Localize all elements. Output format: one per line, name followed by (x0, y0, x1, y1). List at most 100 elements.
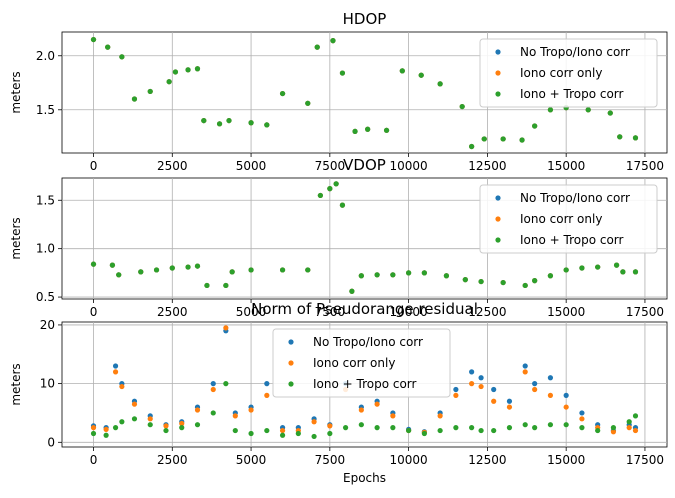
vdop-ticks: 0 2500 5000 7500 10000 12500 15000 17500 0.5 1.0 1… (36, 193, 664, 319)
residual-point-1 (579, 416, 585, 422)
residual-point-1 (374, 401, 380, 407)
residual-point-0 (579, 410, 585, 416)
hdop-x-tick-label: 15000 (547, 159, 585, 173)
vdop-point-2 (109, 262, 116, 268)
hdop-x-tick-label: 2500 (157, 159, 188, 173)
residual-point-1 (478, 383, 484, 390)
residual-point-1 (223, 325, 229, 331)
hdop-point-2 (339, 70, 346, 76)
vdop-point-2 (169, 265, 175, 271)
residual-point-1 (90, 425, 97, 431)
residual-legend-label-0: No Tropo/Iono corr (313, 335, 423, 349)
residual-point-2 (626, 419, 632, 425)
vdop-point-2 (116, 272, 122, 278)
hdop-point-2 (607, 110, 613, 116)
residual-point-1 (194, 407, 201, 413)
hdop-points (90, 36, 639, 150)
hdop-x-tick-label: 0 (90, 159, 98, 173)
residual-x-axis-label: Epochs (343, 471, 386, 485)
vdop-legend-marker-0 (495, 195, 501, 201)
hdop-x-tick-label: 12500 (468, 159, 506, 173)
hdop-point-2 (216, 121, 223, 127)
residual-point-1 (179, 420, 185, 427)
hdop-y-tick-label: 2.0 (36, 49, 55, 63)
vdop-legend-marker-2 (495, 237, 501, 243)
residual-point-1 (119, 383, 125, 390)
vdop-legend-marker-1 (495, 216, 501, 222)
hdop-point-2 (365, 126, 371, 132)
hdop-point-2 (632, 135, 639, 141)
vdop-point-2 (632, 269, 639, 275)
hdop-legend-marker-2 (495, 91, 501, 97)
residual-point-1 (147, 416, 153, 422)
hdop-x-tick-label: 10000 (390, 159, 428, 173)
residual-point-2 (532, 425, 538, 431)
hdop-title: HDOP (343, 10, 387, 28)
vdop-title: VDOP (343, 156, 386, 174)
hdop-point-2 (172, 69, 179, 75)
residual-point-2 (311, 433, 317, 440)
vdop-y-axis-label: meters (9, 217, 23, 259)
hdop-point-2 (90, 36, 97, 43)
residual-point-1 (547, 392, 554, 398)
residual-point-1 (453, 392, 459, 398)
vdop-point-2 (522, 282, 528, 289)
residual-point-1 (437, 413, 443, 419)
hdop-point-2 (185, 67, 191, 73)
hdop-point-2 (500, 136, 506, 142)
residual-point-0 (506, 398, 513, 404)
vdop-point-2 (406, 270, 412, 276)
residual-point-2 (390, 425, 396, 431)
hdop-ticks: 0 2500 5000 7500 10000 12500 15000 17500 1.5 2.0 (36, 49, 664, 173)
hdop-legend: No Tropo/Iono corr Iono corr only Iono +… (479, 38, 658, 108)
residual-point-0 (547, 375, 554, 381)
vdop-point-2 (349, 288, 355, 294)
residual-grid (62, 322, 667, 447)
hdop-point-2 (131, 96, 138, 102)
vdop-points (90, 181, 639, 294)
vdop-point-2 (547, 273, 554, 279)
vdop-point-2 (500, 279, 506, 286)
hdop-x-tick-label: 5000 (236, 159, 267, 173)
vdop-point-2 (579, 265, 585, 271)
residual-title: Norm of Pseudorange residual (251, 300, 478, 318)
residual-point-1 (626, 425, 632, 431)
hdop-point-2 (585, 107, 591, 113)
hdop-point-2 (147, 88, 153, 95)
hdop-y-axis-label: meters (9, 71, 23, 113)
vdop-point-2 (532, 278, 538, 284)
residual-point-1 (532, 386, 538, 393)
residual-y-axis-label: meters (9, 363, 23, 405)
residual-point-2 (232, 427, 238, 434)
vdop-point-2 (563, 267, 569, 273)
residual-point-0 (112, 363, 119, 369)
vdop-x-tick-label: 12500 (468, 305, 506, 319)
residual-legend-marker-2 (288, 381, 294, 387)
hdop-point-2 (481, 136, 487, 142)
residual-legend-box (272, 328, 451, 398)
vdop-point-2 (204, 282, 210, 289)
residual-point-2 (595, 427, 601, 434)
residual-ticks: 0 2500 5000 7500 10000 12500 15000 17500 0 10 20 (40, 318, 664, 467)
vdop-point-2 (279, 267, 286, 273)
residual-point-2 (563, 422, 569, 428)
residual-point-2 (374, 425, 380, 431)
residual-legend-marker-1 (288, 360, 294, 366)
vdop-point-2 (339, 202, 346, 208)
residual-point-2 (295, 430, 301, 437)
residual-y-tick-label: 0 (47, 435, 55, 449)
hdop-point-2 (166, 79, 172, 85)
residual-point-2 (248, 430, 254, 437)
residual-legend: No Tropo/Iono corr Iono corr only Iono +… (272, 328, 451, 398)
hdop-point-2 (459, 103, 465, 110)
hdop-legend-marker-1 (495, 70, 501, 76)
hdop-point-2 (352, 128, 358, 134)
residual-x-tick-label: 0 (90, 453, 98, 467)
residual-panel: 0 2500 5000 7500 10000 12500 15000 17500 0 10 20 N… (9, 300, 668, 485)
residual-point-1 (632, 427, 639, 434)
vdop-x-tick-label: 5000 (236, 305, 267, 319)
residual-point-1 (327, 423, 333, 429)
residual-point-2 (194, 422, 201, 428)
hdop-point-2 (248, 120, 254, 126)
